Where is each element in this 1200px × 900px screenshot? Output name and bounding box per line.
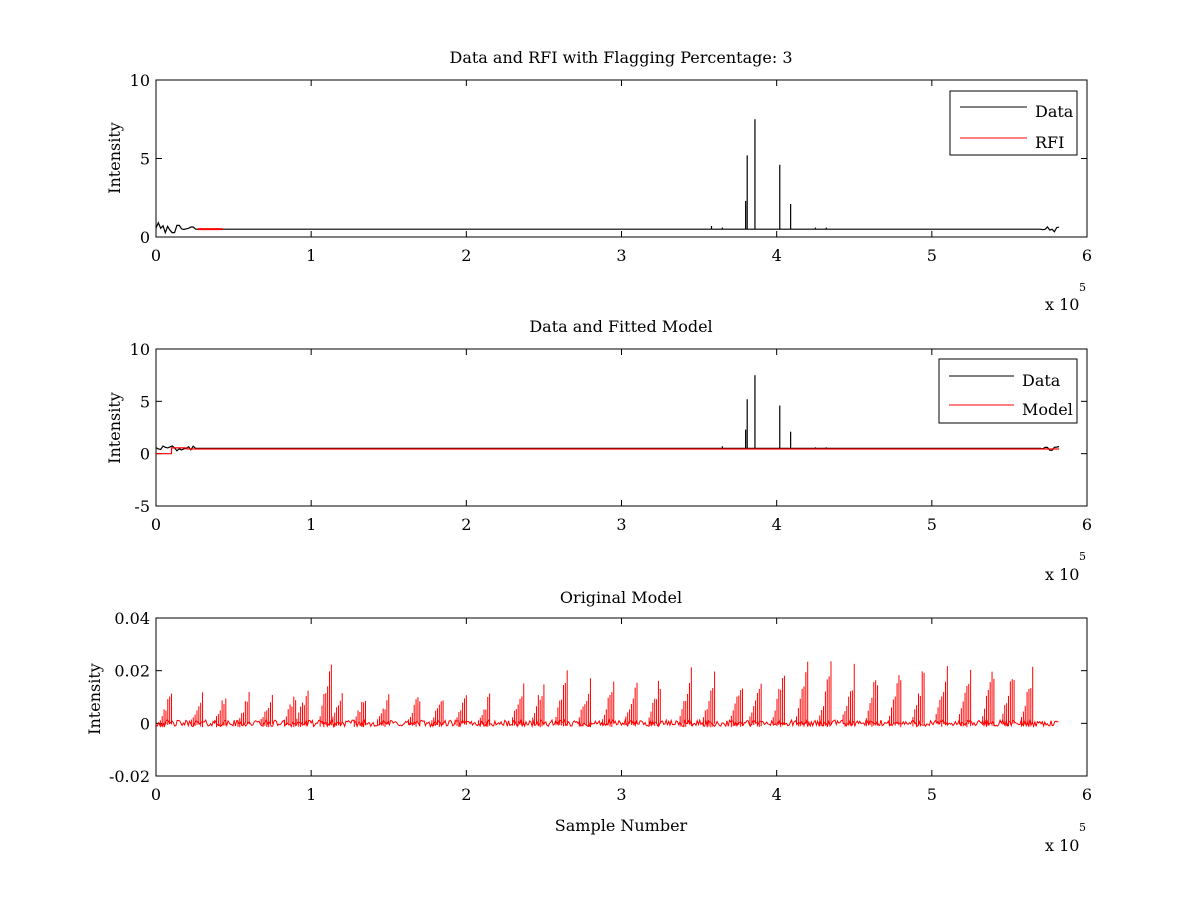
model-line [156,447,1060,455]
x-tick-label: 2 [461,785,471,804]
x-tick-label: 1 [306,785,316,804]
legend: Data Model [938,358,1078,424]
series-data [155,119,1060,235]
chart-panel-rfi: Data and RFI with Flagging Percentage: 3… [105,48,1092,314]
x-tick-label: 3 [616,246,626,265]
data-line [155,221,1060,235]
x-tick-label: 5 [927,246,937,265]
chart-panel-original: Original Model Intensity 0 1 2 3 4 5 6-0.0200.… [85,588,1092,855]
y-tick-label: 10 [130,340,150,359]
legend-label-model: Model [1022,400,1073,419]
x-axis-label: Sample Number [555,816,688,835]
x-tick-label: 4 [772,246,782,265]
x-multiplier: x 10 [1045,295,1079,314]
y-tick-label: 0.02 [114,662,150,681]
x-tick-label: 1 [306,246,316,265]
x-tick-label: 0 [151,515,161,534]
y-tick-label: 10 [130,71,150,90]
chart-title: Data and Fitted Model [529,317,712,336]
y-axis-label: Intensity [105,122,124,194]
x-multiplier: x 10 [1045,565,1079,584]
x-tick-label: 3 [616,515,626,534]
x-tick-label: 6 [1082,246,1092,265]
x-tick-label: 0 [151,785,161,804]
legend-box [949,90,1078,156]
y-tick-label: 5 [140,392,150,411]
x-multiplier: x 10 [1045,836,1079,855]
plot-frame [155,348,1088,507]
legend-label-data: Data [1035,102,1074,121]
y-axis-label: Intensity [105,392,124,464]
x-tick-label: 0 [151,246,161,265]
y-tick-label: 0 [140,445,150,464]
x-tick-label: 2 [461,515,471,534]
y-tick-label: 0 [140,714,150,733]
series-model [155,661,1059,729]
x-tick-label: 4 [772,515,782,534]
x-multiplier-exponent: 5 [1079,550,1086,563]
y-tick-label: 0.04 [114,609,150,628]
x-multiplier-exponent: 5 [1079,821,1086,834]
plot-frame [155,79,1088,238]
x-tick-label: 6 [1082,785,1092,804]
x-tick-label: 6 [1082,515,1092,534]
series-model [156,447,1060,455]
legend-box [938,358,1078,424]
x-tick-label: 2 [461,246,471,265]
chart-title: Original Model [560,588,682,607]
x-tick-label: 4 [772,785,782,804]
y-tick-label: 5 [140,150,150,169]
y-tick-label: -5 [134,497,150,516]
x-tick-label: 5 [927,515,937,534]
x-tick-label: 3 [616,785,626,804]
plot-area: 0 1 2 3 4 5 6 0 5 10 [130,71,1092,265]
chart-panel-model: Data and Fitted Model Intensity 0 1 2 3 4 5 6 -… [105,317,1092,584]
legend: Data RFI [949,90,1078,156]
x-tick-label: 5 [927,785,937,804]
legend-label-rfi: RFI [1035,133,1064,152]
legend-label-data: Data [1022,371,1061,390]
y-axis-label: Intensity [85,663,104,735]
x-multiplier-exponent: 5 [1079,281,1086,294]
x-tick-label: 1 [306,515,316,534]
chart-title: Data and RFI with Flagging Percentage: 3 [449,48,792,67]
y-tick-label: 0 [140,228,150,247]
y-tick-label: -0.02 [109,767,150,786]
